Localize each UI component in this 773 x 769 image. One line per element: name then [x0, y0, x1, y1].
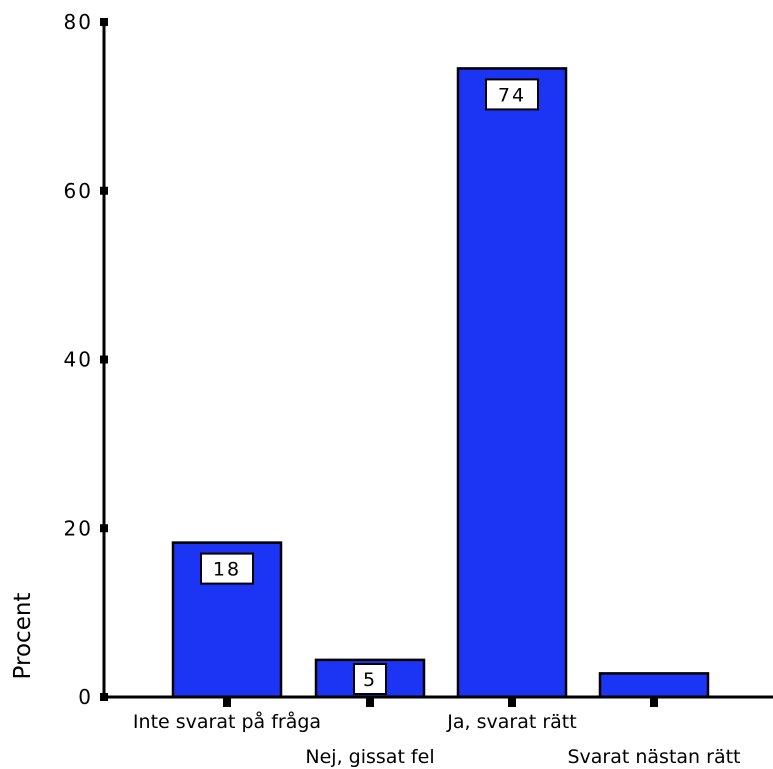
- x-category-label: Nej, gissat fel: [305, 746, 434, 768]
- data-label-box: [200, 552, 254, 585]
- data-labels-group: 18 5 74: [200, 78, 539, 695]
- y-tick-mark: [100, 18, 108, 26]
- data-label: 18: [213, 559, 241, 581]
- y-tick-label: 80: [64, 10, 93, 34]
- x-tick-mark: [366, 697, 374, 707]
- bar: [456, 67, 568, 699]
- x-category-label: Inte svarat på fråga: [133, 710, 321, 733]
- x-tick-mark: [508, 697, 516, 707]
- y-axis-label: Procent: [10, 593, 36, 680]
- data-label-box: [353, 663, 387, 695]
- y-tick-mark: [100, 355, 108, 364]
- y-tick-mark: [100, 693, 108, 701]
- data-label: 74: [498, 84, 526, 106]
- y-tick-label: 40: [64, 348, 93, 372]
- y-axis-ticks: 0 20 40 60 80: [64, 10, 108, 709]
- y-tick-label: 0: [78, 685, 93, 709]
- x-tick-mark: [223, 697, 231, 707]
- x-category-label: Ja, svarat rätt: [446, 711, 576, 733]
- x-category-label: Svarat nästan rätt: [567, 746, 740, 768]
- x-tick-mark: [650, 697, 658, 707]
- y-tick-mark: [100, 524, 108, 533]
- data-label-box: [485, 78, 539, 111]
- bars-group: [171, 67, 710, 699]
- x-axis-ticks: Inte svarat på fråga Nej, gissat fel Ja, s…: [133, 697, 741, 768]
- y-tick-label: 20: [64, 516, 93, 540]
- bar: [598, 672, 710, 699]
- data-label: 5: [363, 669, 377, 691]
- y-tick-label: 60: [64, 179, 93, 203]
- y-tick-mark: [100, 186, 108, 195]
